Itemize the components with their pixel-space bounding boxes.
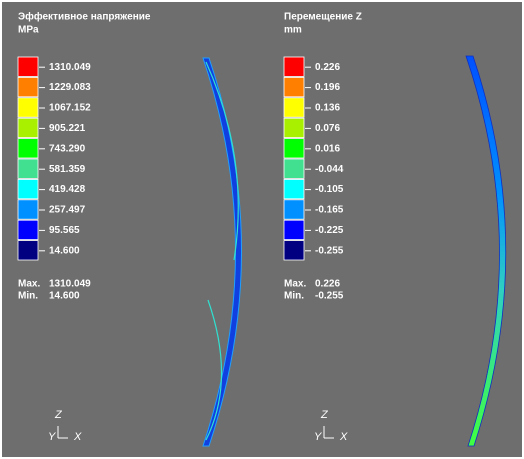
axis-x-label: X — [73, 431, 82, 443]
panel-title: Перемещение Z — [284, 12, 362, 23]
legend-label: 905.221 — [49, 123, 86, 134]
legend-label: 257.497 — [49, 205, 86, 216]
legend-swatch — [284, 118, 304, 137]
legend-swatch — [284, 241, 304, 260]
legend-swatch — [18, 139, 38, 158]
axis-y-label: Y — [314, 431, 322, 443]
axis-z-label: Z — [320, 409, 329, 421]
max-label: Max. — [18, 279, 40, 290]
axis-x-label: X — [339, 431, 348, 443]
axis-y-label: Y — [48, 431, 56, 443]
legend-swatch — [284, 98, 304, 117]
legend-swatch — [18, 77, 38, 96]
legend-label: 1229.083 — [49, 82, 91, 93]
legend-label: -0.044 — [315, 164, 344, 175]
legend-swatch — [284, 159, 304, 178]
max-value: 1310.049 — [49, 279, 91, 290]
legend-swatch — [284, 77, 304, 96]
legend-label: 14.600 — [49, 245, 80, 256]
max-label: Max. — [284, 279, 306, 290]
legend-label: -0.255 — [315, 245, 344, 256]
legend-label: 1067.152 — [49, 103, 91, 114]
legend-label: -0.225 — [315, 225, 344, 236]
min-value: -0.255 — [315, 291, 344, 302]
legend-label: 1310.049 — [49, 62, 91, 73]
screenshot: Эффективное напряжение MPa 1310.049 1229.08… — [0, 0, 524, 459]
legend-label: 0.136 — [315, 103, 340, 114]
legend-swatch — [18, 159, 38, 178]
legend-label: 0.076 — [315, 123, 340, 134]
panel-unit: MPa — [18, 25, 39, 36]
legend-swatch — [18, 200, 38, 219]
legend-swatch — [284, 179, 304, 198]
legend-label: -0.165 — [315, 205, 344, 216]
panel-title: Эффективное напряжение — [18, 11, 151, 23]
legend-label: 743.290 — [49, 143, 86, 154]
legend-swatch — [284, 139, 304, 158]
legend-swatch — [18, 118, 38, 137]
min-value: 14.600 — [49, 291, 80, 302]
legend-swatch — [18, 220, 38, 239]
panel-unit: mm — [284, 25, 302, 36]
legend-swatch — [284, 200, 304, 219]
legend-label: 0.196 — [315, 82, 340, 93]
legend-label: 419.428 — [49, 184, 86, 195]
max-value: 0.226 — [315, 279, 340, 290]
legend-label: 581.359 — [49, 164, 86, 175]
legend-swatch — [284, 57, 304, 76]
legend-swatch — [18, 179, 38, 198]
legend-swatch — [18, 241, 38, 260]
min-label: Min. — [18, 291, 38, 302]
min-label: Min. — [284, 291, 304, 302]
legend-label: -0.105 — [315, 184, 344, 195]
legend-label: 0.016 — [315, 143, 340, 154]
legend-swatch — [284, 220, 304, 239]
axis-z-label: Z — [54, 409, 63, 421]
legend-label: 0.226 — [315, 62, 340, 73]
legend-swatch — [18, 57, 38, 76]
legend-label: 95.565 — [49, 225, 80, 236]
legend-swatch — [18, 98, 38, 117]
